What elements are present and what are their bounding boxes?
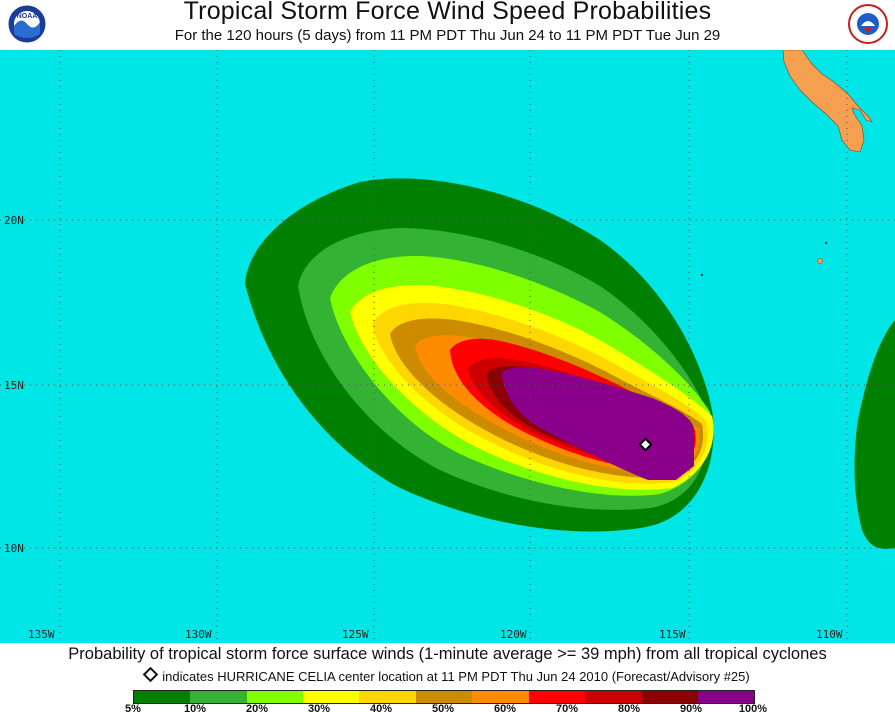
- legend-label: 100%: [738, 703, 768, 715]
- legend-swatch: [697, 691, 754, 703]
- legend-label: 30%: [307, 703, 331, 715]
- diamond-marker-icon: [638, 437, 653, 452]
- longitude-label-130w: 130W: [185, 628, 212, 641]
- legend-label: 60%: [493, 703, 517, 715]
- legend-labels: 5% 10% 20% 30% 40% 50% 60% 70% 80% 90% 100%: [0, 703, 895, 716]
- national-weather-service-logo-icon: [848, 4, 888, 44]
- latitude-label-10n: 10N: [4, 542, 24, 555]
- legend-label: 40%: [369, 703, 393, 715]
- legend-swatch: [641, 691, 698, 703]
- probability-map: 20N 15N 10N 135W 130W 125W 120W 115W 110…: [0, 50, 895, 643]
- legend-swatch: [303, 691, 360, 703]
- latitude-label-20n: 20N: [4, 214, 24, 227]
- baja-california-land: [782, 50, 873, 153]
- island: [824, 241, 828, 245]
- longitude-label-115w: 115W: [659, 628, 686, 641]
- probability-legend: [133, 690, 755, 704]
- svg-text:NOAA: NOAA: [17, 13, 38, 20]
- page-subtitle: For the 120 hours (5 days) from 11 PM PD…: [174, 27, 721, 44]
- legend-label: 5%: [125, 703, 141, 715]
- legend-swatch: [190, 691, 247, 703]
- center-note: indicates HURRICANE CELIA center locatio…: [0, 666, 895, 684]
- legend-swatch: [246, 691, 304, 703]
- page-title: Tropical Storm Force Wind Speed Probabil…: [183, 0, 712, 25]
- island: [700, 273, 704, 277]
- longitude-label-110w: 110W: [816, 628, 843, 641]
- legend-swatch: [528, 691, 585, 703]
- mainland-land-edge: [854, 320, 895, 549]
- legend-swatch: [584, 691, 642, 703]
- contour-100pct: [502, 367, 694, 480]
- legend-label: 50%: [431, 703, 455, 715]
- map-description: Probability of tropical storm force surf…: [68, 645, 827, 663]
- probability-contours: [245, 178, 714, 532]
- diamond-marker-icon: [143, 666, 159, 683]
- longitude-label-125w: 125W: [342, 628, 369, 641]
- legend-swatch: [359, 691, 416, 703]
- legend-swatch: [472, 691, 529, 703]
- latitude-label-15n: 15N: [4, 379, 24, 392]
- longitude-label-135w: 135W: [28, 628, 55, 641]
- legend-label: 20%: [245, 703, 269, 715]
- legend-swatch: [134, 691, 191, 703]
- island: [817, 258, 823, 264]
- legend-label: 70%: [555, 703, 579, 715]
- noaa-logo-icon: NOAA: [7, 4, 47, 44]
- header: NOAA Tropical Storm Force Wind Speed Pro…: [0, 0, 895, 50]
- legend-label: 10%: [183, 703, 207, 715]
- legend-swatch: [415, 691, 473, 703]
- legend-label: 80%: [617, 703, 641, 715]
- center-note-text: indicates HURRICANE CELIA center locatio…: [162, 669, 750, 684]
- legend-label: 90%: [679, 703, 703, 715]
- longitude-label-120w: 120W: [500, 628, 527, 641]
